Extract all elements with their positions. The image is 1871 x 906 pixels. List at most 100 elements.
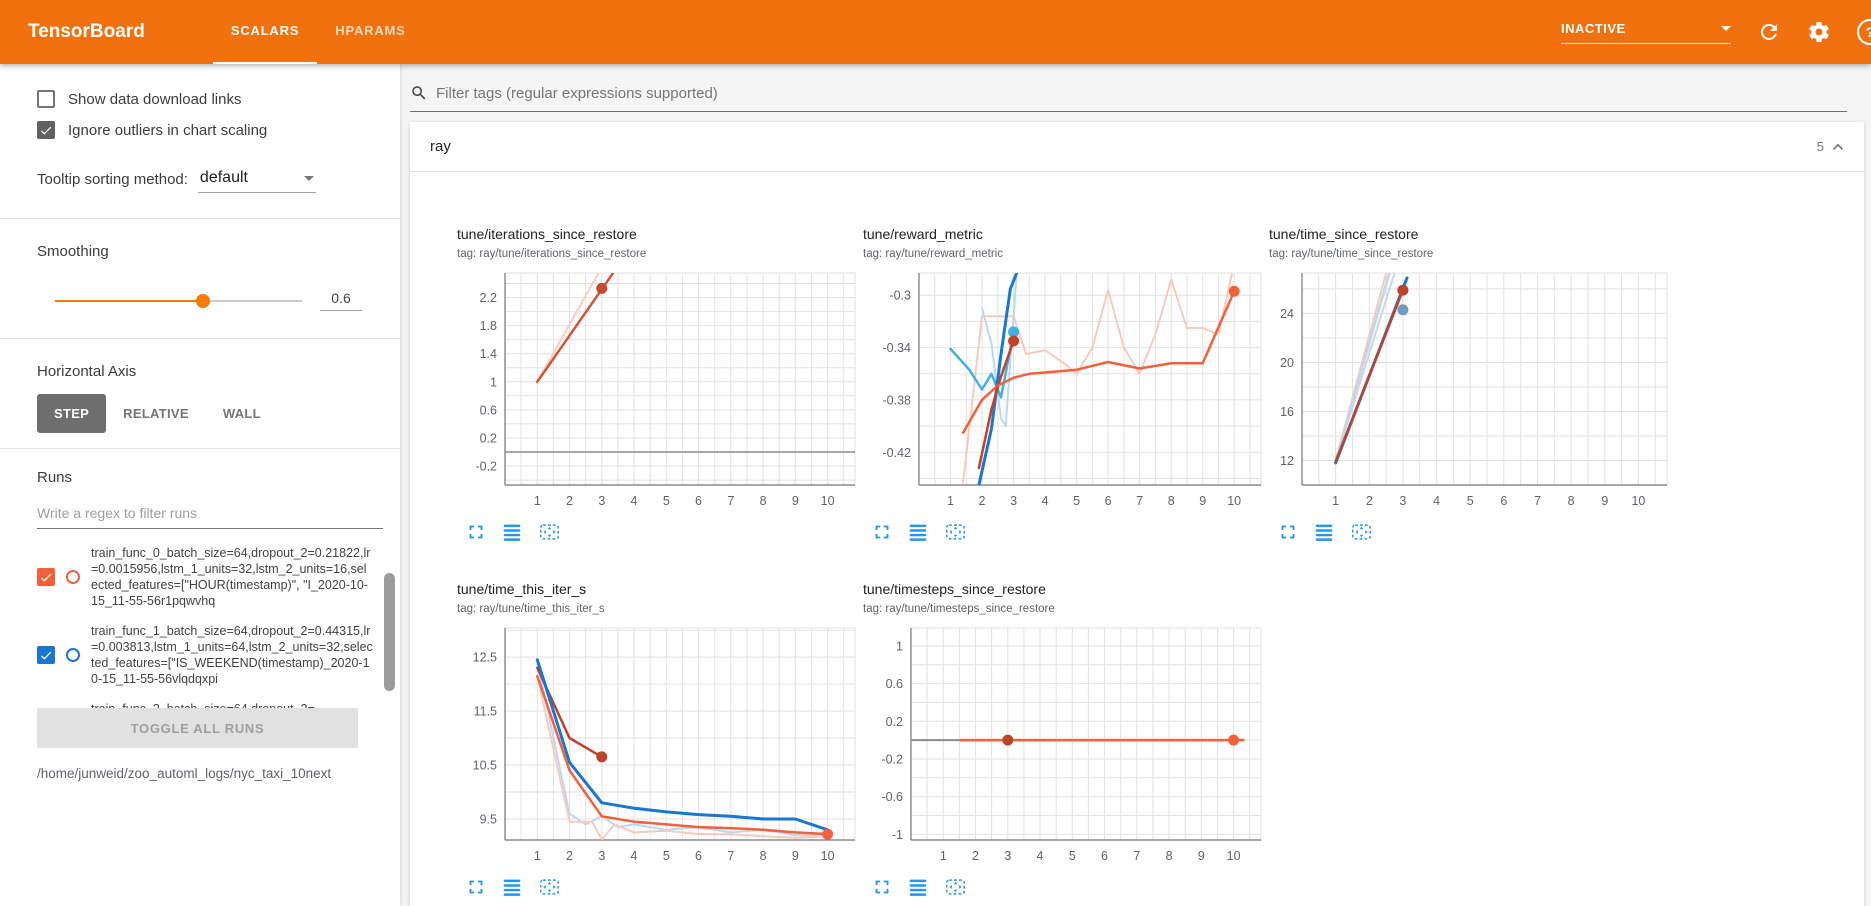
svg-text:20: 20 <box>1280 356 1294 370</box>
run-name: train_func_0_batch_size=64,dropout_2=0.2… <box>91 546 371 608</box>
svg-text:8: 8 <box>1166 849 1173 863</box>
runs-filter-input[interactable] <box>37 498 383 529</box>
axis-button-relative[interactable]: RELATIVE <box>106 394 206 433</box>
svg-text:-0.2: -0.2 <box>475 460 497 474</box>
app-header: TensorBoard SCALARS HPARAMS INACTIVE ? <box>0 0 1871 64</box>
fit-domain-icon[interactable] <box>537 876 562 898</box>
tab-hparams[interactable]: HPARAMS <box>335 23 406 38</box>
tooltip-sorting-value: default <box>199 169 248 186</box>
checkbox-checked[interactable] <box>37 121 55 139</box>
svg-text:10: 10 <box>821 849 835 863</box>
svg-text:4: 4 <box>1037 849 1044 863</box>
expand-chart-icon[interactable] <box>1277 521 1299 543</box>
fit-domain-icon[interactable] <box>943 521 968 543</box>
run-name: train_func_1_batch_size=64,dropout_2=0.4… <box>91 624 373 686</box>
sidebar-scrollbar[interactable] <box>384 573 395 691</box>
tooltip-sorting-select[interactable]: default <box>197 169 316 193</box>
expand-chart-icon[interactable] <box>465 876 487 898</box>
svg-text:12: 12 <box>1280 454 1294 468</box>
svg-text:5: 5 <box>1467 494 1474 508</box>
tag-group-name: ray <box>430 138 451 155</box>
log-directory-path: /home/junweid/zoo_automl_logs/nyc_taxi_1… <box>37 766 332 781</box>
expand-chart-icon[interactable] <box>871 521 893 543</box>
smoothing-slider[interactable] <box>55 293 302 308</box>
fit-domain-icon[interactable] <box>1349 521 1374 543</box>
chart-plot[interactable]: 2.2 1.8 1.4 1 0.6 0.2 -0.2 1 2 3 4 5 6 7 8 9 10 <box>457 272 856 512</box>
svg-text:10.5: 10.5 <box>473 759 497 773</box>
toggle-runs-icon[interactable] <box>501 876 523 898</box>
chevron-up-icon[interactable] <box>1828 137 1848 157</box>
header-tabs: SCALARS HPARAMS <box>212 0 424 64</box>
toggle-runs-icon[interactable] <box>907 876 929 898</box>
svg-text:10: 10 <box>1227 494 1241 508</box>
chevron-down-icon <box>1721 25 1731 36</box>
charts-grid: tune/iterations_since_restore tag: ray/tu… <box>410 172 1864 898</box>
tag-group-header[interactable]: ray 5 <box>410 122 1864 172</box>
divider <box>0 218 400 219</box>
divider <box>0 338 400 339</box>
main-area: ray 5 tune/iterations_since_restore tag: … <box>400 64 1871 906</box>
axis-button-wall[interactable]: WALL <box>206 394 278 433</box>
svg-text:4: 4 <box>631 849 638 863</box>
run-checkbox[interactable] <box>37 646 55 664</box>
svg-text:-0.6: -0.6 <box>881 790 903 804</box>
toggle-runs-icon[interactable] <box>1313 521 1335 543</box>
svg-text:9: 9 <box>1198 849 1205 863</box>
checkbox-unchecked[interactable] <box>37 90 55 108</box>
svg-text:3: 3 <box>598 849 605 863</box>
tag-filter-bar <box>410 84 1847 112</box>
run-status-value: INACTIVE <box>1561 20 1626 36</box>
expand-chart-icon[interactable] <box>871 876 893 898</box>
svg-text:16: 16 <box>1280 405 1294 419</box>
svg-text:1: 1 <box>940 849 947 863</box>
smoothing-value[interactable]: 0.6 <box>320 290 362 311</box>
refresh-icon[interactable] <box>1757 20 1781 44</box>
svg-text:12.5: 12.5 <box>473 651 497 665</box>
svg-text:8: 8 <box>1168 494 1175 508</box>
expand-chart-icon[interactable] <box>465 521 487 543</box>
toggle-runs-icon[interactable] <box>501 521 523 543</box>
svg-text:0.2: 0.2 <box>886 715 903 729</box>
svg-text:2: 2 <box>566 494 573 508</box>
run-color-circle[interactable] <box>66 570 80 584</box>
svg-text:7: 7 <box>727 494 734 508</box>
svg-text:8: 8 <box>760 494 767 508</box>
svg-text:1: 1 <box>896 639 903 653</box>
svg-text:1.8: 1.8 <box>480 319 497 333</box>
tab-scalars[interactable]: SCALARS <box>212 0 318 64</box>
chart-tag: tag: ray/tune/timesteps_since_restore <box>863 603 1055 615</box>
chart-title: tune/iterations_since_restore <box>457 226 637 242</box>
svg-text:7: 7 <box>1133 849 1140 863</box>
chart-plot[interactable]: -0.3 -0.34 -0.38 -0.42 1 2 3 4 5 6 7 8 9 10 <box>863 272 1262 512</box>
fit-domain-icon[interactable] <box>537 521 562 543</box>
runs-label: Runs <box>37 469 73 486</box>
run-checkbox[interactable] <box>37 568 55 586</box>
chart-card: tune/timesteps_since_restore tag: ray/tun… <box>863 581 1262 898</box>
fit-domain-icon[interactable] <box>943 876 968 898</box>
runs-list: train_func_0_batch_size=64,dropout_2=0.2… <box>37 545 383 716</box>
chart-tag: tag: ray/tune/time_this_iter_s <box>457 603 605 615</box>
toggle-runs-icon[interactable] <box>907 521 929 543</box>
help-icon[interactable]: ? <box>1857 19 1871 45</box>
chart-actions <box>457 876 856 898</box>
toggle-all-runs-button[interactable]: TOGGLE ALL RUNS <box>37 708 358 748</box>
settings-gear-icon[interactable] <box>1807 20 1831 44</box>
smoothing-slider-thumb[interactable] <box>196 293 211 308</box>
chart-plot[interactable]: 12.5 11.5 10.5 9.5 1 2 3 4 5 6 7 8 9 10 <box>457 627 856 867</box>
run-status-dropdown[interactable]: INACTIVE <box>1561 21 1731 44</box>
axis-button-step[interactable]: STEP <box>37 394 107 433</box>
tooltip-sorting-label: Tooltip sorting method: <box>37 171 188 188</box>
svg-text:7: 7 <box>1534 494 1541 508</box>
svg-text:2: 2 <box>1366 494 1373 508</box>
svg-text:3: 3 <box>1004 849 1011 863</box>
chart-card: tune/time_since_restore tag: ray/tune/tim… <box>1269 226 1668 543</box>
settings-checkbox-row: Ignore outliers in chart scaling <box>37 121 362 139</box>
search-icon <box>412 86 426 100</box>
tag-filter-input[interactable] <box>436 84 1847 102</box>
settings-checkboxes: Show data download links Ignore outliers … <box>37 90 362 139</box>
svg-text:10: 10 <box>821 494 835 508</box>
chart-plot[interactable]: 1 0.6 0.2 -0.2 -0.6 -1 1 2 3 4 5 6 7 8 9 10 <box>863 627 1262 867</box>
svg-text:1: 1 <box>534 494 541 508</box>
run-color-circle[interactable] <box>66 648 80 662</box>
